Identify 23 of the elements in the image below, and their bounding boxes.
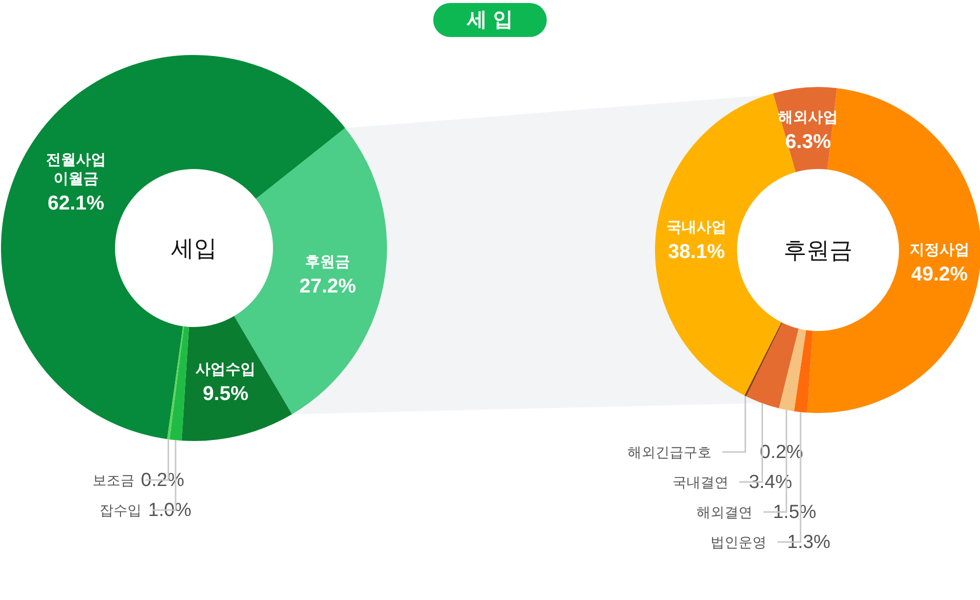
slice-label: 후원금 bbox=[305, 253, 350, 270]
data-label: 1.5% bbox=[772, 502, 816, 523]
slice-label: 해외결연 bbox=[696, 504, 756, 520]
slice-label: 법인운영 bbox=[710, 534, 771, 550]
text: 세입 bbox=[171, 235, 217, 261]
slice-label: 해외긴급구호 bbox=[627, 444, 716, 460]
slice-label: 전월사업 이월금 bbox=[46, 151, 106, 188]
text: 세 입 bbox=[466, 9, 513, 31]
data-label: 6.3% bbox=[785, 130, 832, 153]
slice-label: 국내결연 bbox=[672, 474, 732, 490]
slice-label: 잡수입 bbox=[100, 502, 146, 518]
slice-label: 보조금 bbox=[92, 472, 138, 488]
data-label: 1.3% bbox=[787, 532, 831, 553]
slice-label: 사업수입 bbox=[196, 360, 256, 378]
data-label: 9.5% bbox=[202, 382, 249, 405]
data-label: 27.2% bbox=[299, 275, 356, 298]
data-label: 38.1% bbox=[668, 240, 726, 263]
slice-label: 국내사업 bbox=[666, 218, 727, 236]
text: 후원금 bbox=[784, 237, 852, 263]
data-label: 49.2% bbox=[911, 264, 968, 286]
slice-label: 지정사업 bbox=[909, 242, 970, 259]
slice-label: 해외사업 bbox=[778, 108, 838, 126]
data-label: 62.1% bbox=[48, 192, 105, 214]
